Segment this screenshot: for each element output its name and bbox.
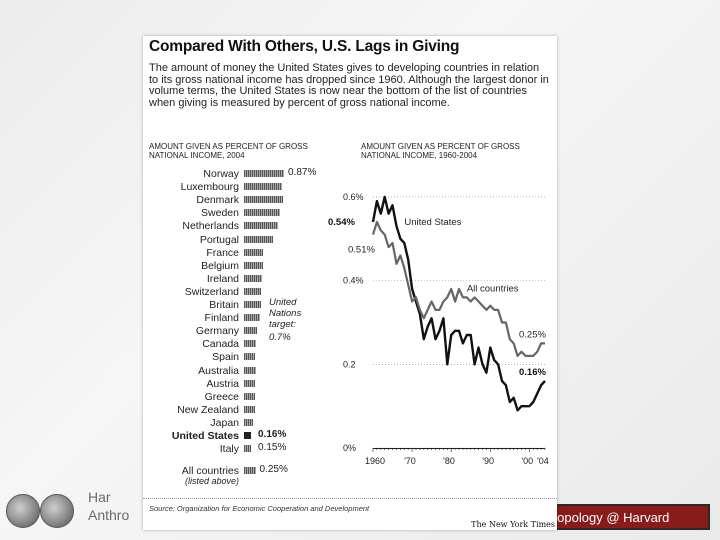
figure-title: Compared With Others, U.S. Lags in Givin…: [149, 38, 460, 55]
bar-category-label: Canada: [202, 338, 239, 351]
bar-category-label: Austria: [206, 377, 239, 390]
series-start-value: 0.54%: [328, 217, 355, 228]
bar-category-note: (listed above): [184, 476, 239, 487]
bar-category-label: Sweden: [201, 207, 239, 220]
bar-category-label: All countries: [181, 465, 239, 478]
series-line: [371, 195, 546, 412]
bar-mark: [244, 418, 253, 426]
un-target-label: United Nations target:: [269, 297, 302, 330]
bar-mark: [244, 235, 273, 243]
bar-category-label: Italy: [219, 443, 239, 456]
bar-category-label: Netherlands: [182, 220, 239, 233]
line-chart: 0% 0.2 0.4% 0.6% 1960 '70 '80 '90 '00 '04 United S…: [328, 192, 549, 466]
bar-category-label: Finland: [204, 312, 239, 325]
bar-mark: [244, 261, 263, 269]
bar-category-label: France: [206, 246, 239, 259]
bar-mark: [244, 379, 255, 387]
bar-mark: [244, 274, 262, 282]
credit-logo: The New York Times: [471, 520, 555, 529]
bar-category-label: Britain: [209, 299, 239, 311]
x-tick-label: '90: [482, 456, 494, 466]
x-tick-label: 1960: [365, 456, 385, 466]
bar-category-label: Australia: [198, 364, 239, 377]
bar-category-label: Switzerland: [184, 285, 239, 298]
series-line: [371, 220, 545, 357]
bar-mark: [244, 392, 255, 400]
series-end-value: 0.25%: [519, 329, 546, 340]
footer-banner: thropology @ Harvard: [540, 504, 710, 530]
globe-icon: [6, 494, 40, 528]
bar-mark: [244, 340, 257, 348]
series-start-value: 0.51%: [348, 245, 375, 256]
bar-mark: [244, 314, 261, 322]
y-tick-label: 0%: [343, 443, 356, 453]
bar-category-label: Portugal: [199, 233, 239, 246]
bar-category-label: Germany: [195, 325, 239, 338]
bar-category-label: Luxembourg: [180, 181, 239, 194]
bar-category-label: New Zealand: [177, 403, 239, 416]
bar-category-label: Spain: [212, 351, 239, 364]
series-end-value: 0.16%: [519, 367, 546, 378]
bar-mark: [244, 366, 256, 374]
un-target-value: 0.7%: [269, 332, 291, 343]
bar-category-label: Denmark: [196, 194, 239, 207]
x-tick-label: '80: [443, 456, 455, 466]
series-label: United States: [404, 217, 461, 228]
line-chart-title: AMOUNT GIVEN AS PERCENT OF GROSS NATIONA…: [361, 142, 520, 160]
bar-mark: [244, 405, 255, 413]
footer-left-line1: Har: [88, 489, 111, 505]
y-tick-label: 0.2: [343, 359, 356, 369]
bar-value-label: 0.25%: [259, 464, 288, 476]
y-tick-label: 0.6%: [343, 192, 364, 202]
bar-chart-title: AMOUNT GIVEN AS PERCENT OF GROSS NATIONA…: [149, 142, 308, 160]
bar-mark: [244, 196, 283, 204]
bar-mark: [244, 467, 256, 475]
un-target-note: United Nations target: 0.7%: [269, 297, 319, 343]
bar-mark: [244, 445, 251, 453]
figure-intro: The amount of money the United States gi…: [149, 62, 549, 109]
bar-category-label: Greece: [204, 390, 239, 403]
footer-left-line2: Anthro: [88, 507, 130, 523]
bar-mark: [244, 209, 280, 217]
bar-mark: [244, 222, 279, 230]
footer-banner-text: thropology @ Harvard: [542, 510, 670, 525]
x-tick-label: '04: [537, 456, 549, 466]
x-tick-label: '70: [404, 456, 416, 466]
bar-category-label: United States: [171, 430, 239, 442]
bar-value-label: 0.16%: [258, 429, 287, 440]
source-note: Source: Organization for Economic Cooper…: [149, 504, 370, 513]
bar-category-label: Belgium: [201, 259, 239, 272]
bar-category-label: Ireland: [206, 272, 239, 285]
bar-mark: [244, 248, 264, 256]
series-label: All countries: [467, 283, 519, 294]
x-tick-label: '00: [521, 456, 533, 466]
bar-mark: [244, 327, 257, 335]
globe-icon: [40, 494, 74, 528]
bar-mark: [244, 301, 261, 308]
bar-mark: [244, 432, 252, 439]
bar-mark: [244, 170, 285, 177]
bar-mark: [244, 287, 262, 295]
figure-card: Compared With Others, U.S. Lags in Givin…: [143, 36, 557, 530]
bar-value-label: 0.15%: [258, 442, 287, 454]
bar-value-label: 0.87%: [288, 167, 317, 178]
bar-mark: [244, 353, 256, 361]
bar-category-label: Norway: [203, 168, 239, 180]
divider: [143, 498, 557, 499]
y-tick-label: 0.4%: [343, 276, 364, 286]
bar-category-label: Japan: [210, 416, 239, 429]
bar-mark: [244, 183, 283, 191]
footer-left-text: Har Anthro: [88, 488, 129, 524]
